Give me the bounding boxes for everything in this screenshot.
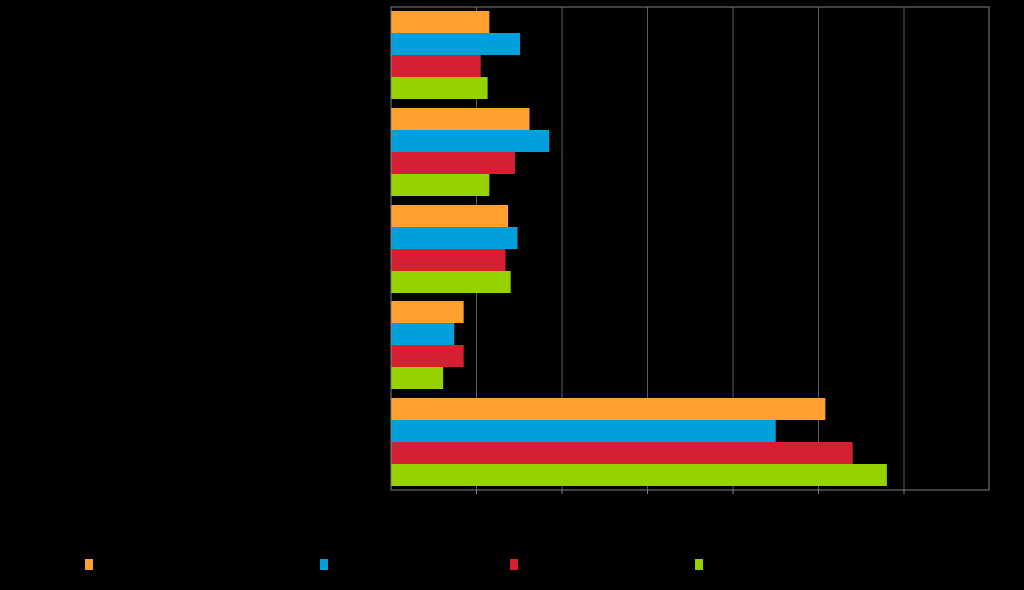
bar-cat1-series3 [391, 55, 481, 77]
bar-cat1-series1 [391, 11, 490, 33]
bar-cat5-series1 [391, 398, 826, 420]
axes [390, 6, 990, 494]
bar-cat5-series3 [391, 442, 853, 464]
legend-item-4 [695, 559, 709, 570]
bar-cat3-series3 [391, 249, 506, 271]
bar-cat2-series3 [391, 152, 515, 174]
legend-item-3 [510, 559, 524, 570]
bar-cat1-series2 [391, 33, 521, 55]
bars [391, 11, 887, 486]
bar-cat2-series1 [391, 108, 530, 130]
bar-cat4-series4 [391, 367, 444, 389]
bar-cat4-series2 [391, 323, 455, 345]
legend-swatch-4 [695, 559, 703, 570]
bar-cat4-series1 [391, 301, 464, 323]
bar-cat3-series4 [391, 271, 511, 293]
legend-item-2 [320, 559, 334, 570]
bar-cat4-series3 [391, 345, 464, 367]
legend-swatch-2 [320, 559, 328, 570]
plot-frame [390, 6, 990, 491]
bar-cat3-series1 [391, 205, 509, 227]
bar-cat1-series4 [391, 77, 488, 99]
bar-cat2-series2 [391, 130, 550, 152]
legend-item-1 [85, 559, 99, 570]
legend [0, 559, 1024, 573]
bar-cat2-series4 [391, 174, 490, 196]
legend-swatch-1 [85, 559, 93, 570]
bar-cat5-series2 [391, 420, 776, 442]
bar-cat3-series2 [391, 227, 518, 249]
bar-cat5-series4 [391, 464, 887, 486]
legend-swatch-3 [510, 559, 518, 570]
